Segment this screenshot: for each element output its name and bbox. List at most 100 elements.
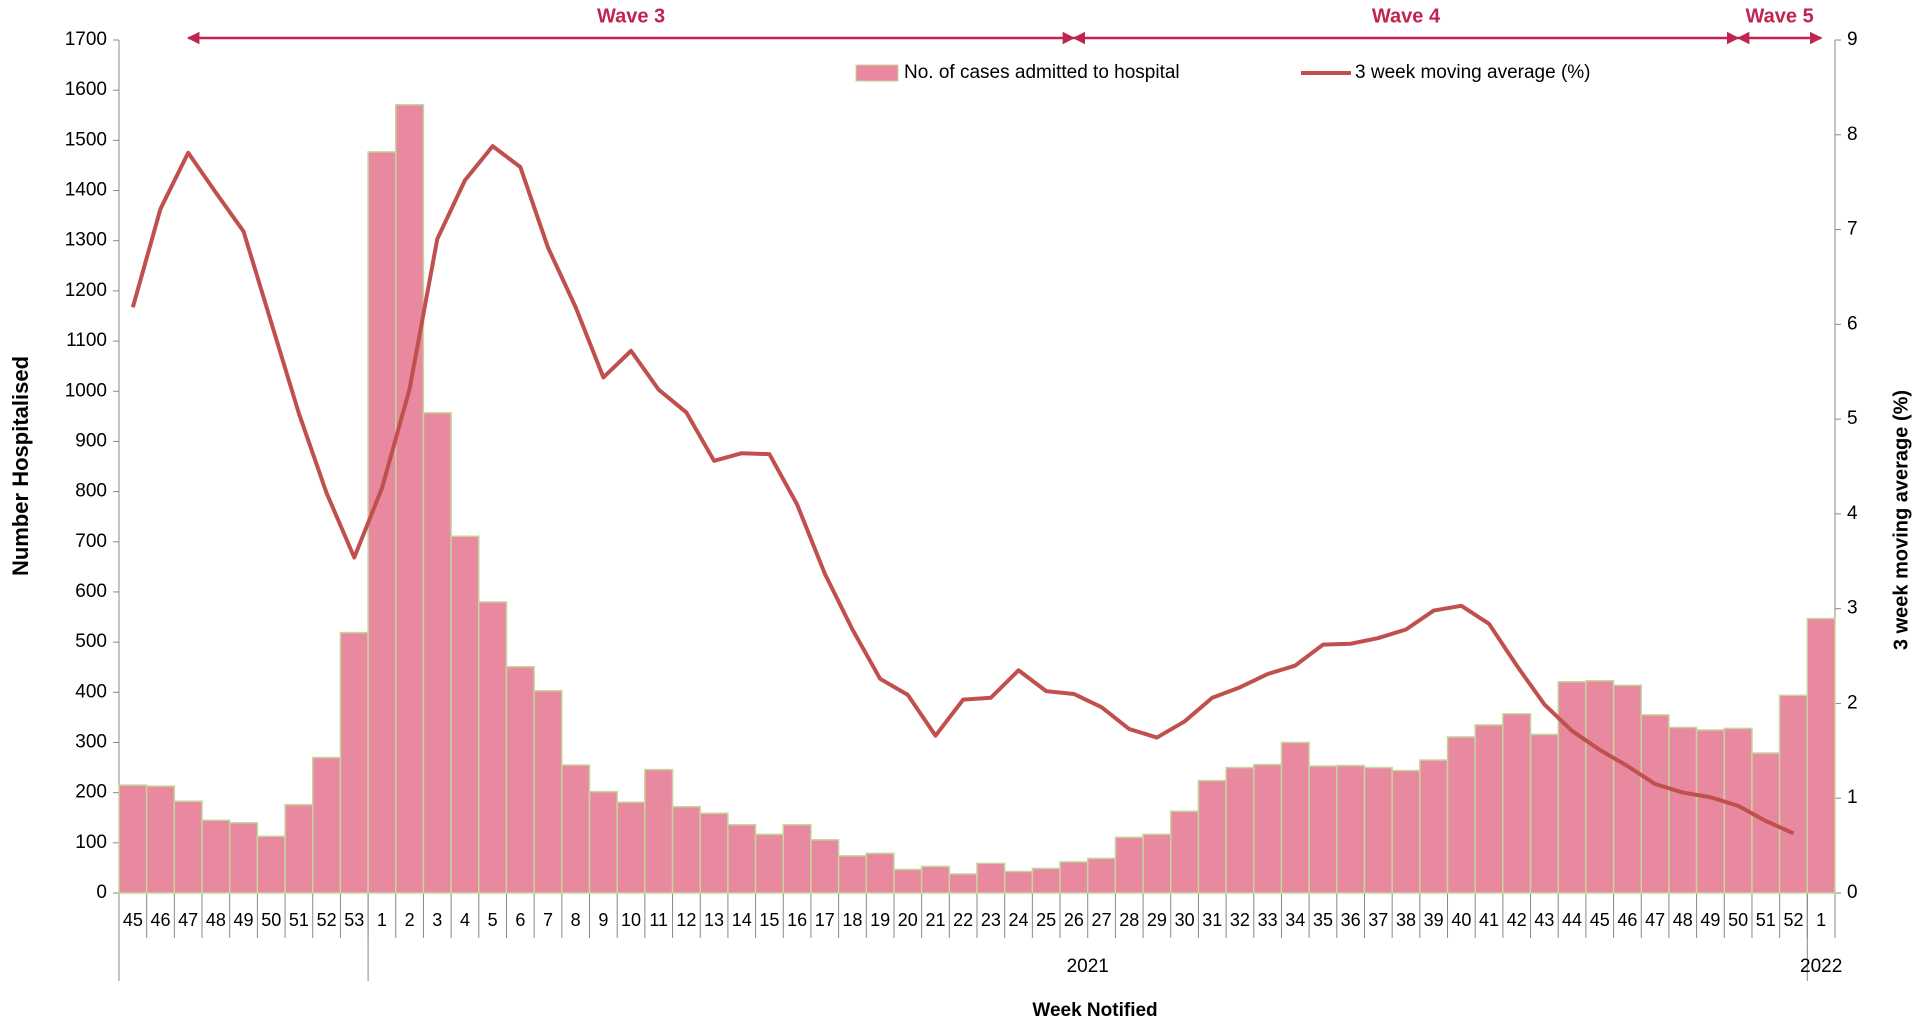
bar [1695, 729, 1726, 894]
bar [948, 873, 978, 894]
wave-label: Wave 4 [1372, 5, 1441, 27]
legend-swatch [855, 64, 899, 82]
x-tick-label: 52 [317, 910, 337, 930]
x-tick-label: 25 [1036, 910, 1056, 930]
bar [1142, 833, 1172, 894]
bar [1391, 769, 1421, 894]
bar [976, 862, 1006, 894]
bar [1003, 870, 1034, 894]
x-tick-label: 27 [1092, 910, 1112, 930]
bar [1778, 694, 1809, 894]
x-tick-label: 6 [515, 910, 525, 930]
bar [1336, 764, 1366, 894]
x-tick-label: 16 [787, 910, 807, 930]
bar [533, 690, 563, 894]
x-tick-label: 50 [261, 910, 281, 930]
x-tick-label: 28 [1119, 910, 1139, 930]
x-tick-label: 53 [344, 910, 364, 930]
y-tick-label: 300 [75, 731, 107, 752]
x-tick-label: 47 [1645, 910, 1665, 930]
x-tick-label: 29 [1147, 910, 1167, 930]
bar [173, 800, 203, 894]
bar [367, 151, 397, 894]
legend-label: 3 week moving average (%) [1355, 62, 1591, 83]
bar [920, 865, 951, 894]
x-group-label: 2021 [1067, 956, 1109, 977]
bar [145, 785, 176, 894]
x-tick-label: 31 [1202, 910, 1222, 930]
wave-label: Wave 5 [1746, 5, 1814, 27]
y-tick-label: 1100 [66, 330, 107, 351]
x-tick-label: 33 [1258, 910, 1278, 930]
x-tick-label: 5 [488, 910, 498, 930]
y2-tick-label: 8 [1847, 124, 1858, 145]
x-tick-label: 35 [1313, 910, 1333, 930]
x-tick-label: 50 [1728, 910, 1748, 930]
bar [893, 868, 923, 894]
y-tick-label: 1500 [65, 129, 107, 150]
bar [1585, 680, 1615, 894]
y-tick-label: 700 [75, 531, 107, 552]
bar [1419, 759, 1449, 894]
bar [284, 803, 314, 894]
bar [1169, 810, 1200, 894]
bar [1474, 724, 1504, 894]
x-tick-label: 45 [123, 910, 143, 930]
x-tick-label: 21 [925, 910, 945, 930]
y-tick-label: 200 [75, 782, 107, 803]
x-tick-label: 51 [289, 910, 309, 930]
y2-tick-label: 2 [1847, 692, 1858, 713]
bar [478, 601, 508, 894]
y-tick-label: 500 [75, 631, 107, 652]
bar [1446, 736, 1476, 894]
bar [1612, 684, 1643, 894]
x-tick-label: 43 [1534, 910, 1554, 930]
bar [1363, 766, 1393, 894]
x-tick-label: 40 [1451, 910, 1471, 930]
bar [727, 824, 757, 894]
x-tick-label: 41 [1479, 910, 1499, 930]
y2-tick-label: 5 [1847, 408, 1858, 429]
y-tick-label: 900 [75, 430, 107, 451]
x-tick-label: 48 [1673, 910, 1693, 930]
x-tick-label: 18 [842, 910, 862, 930]
bar [1225, 766, 1255, 894]
bar [1502, 713, 1532, 894]
x-tick-label: 19 [870, 910, 890, 930]
x-tick-label: 9 [598, 910, 608, 930]
x-tick-label: 15 [759, 910, 779, 930]
x-tick-label: 8 [571, 910, 581, 930]
y-tick-label: 1000 [65, 380, 107, 401]
y-tick-label: 1400 [65, 180, 107, 201]
wave-label: Wave 3 [597, 5, 665, 27]
y2-tick-label: 4 [1847, 503, 1858, 524]
y2-tick-label: 7 [1847, 219, 1858, 240]
x-tick-label: 2 [405, 910, 415, 930]
x-tick-label: 45 [1590, 910, 1610, 930]
bar [865, 852, 895, 894]
bar [1280, 741, 1310, 894]
x-tick-label: 7 [543, 910, 553, 930]
bar [754, 833, 785, 894]
x-tick-label: 23 [981, 910, 1001, 930]
y-tick-label: 400 [75, 681, 107, 702]
x-tick-label: 46 [151, 910, 171, 930]
bar [118, 784, 148, 894]
y2-tick-label: 6 [1847, 313, 1858, 334]
x-tick-label: 10 [621, 910, 641, 930]
bar [1640, 714, 1670, 894]
y-tick-label: 0 [96, 882, 107, 903]
x-tick-label: 51 [1756, 910, 1776, 930]
bar [395, 103, 425, 894]
bar [1086, 857, 1117, 894]
bar [782, 824, 812, 894]
bar [1529, 733, 1559, 894]
x-tick-label: 11 [649, 910, 668, 930]
x-tick-label: 38 [1396, 910, 1416, 930]
x-tick-label: 49 [234, 910, 254, 930]
bar [1308, 765, 1338, 894]
x-tick-label: 3 [432, 910, 442, 930]
x-tick-label: 14 [732, 910, 752, 930]
bar [616, 801, 646, 894]
